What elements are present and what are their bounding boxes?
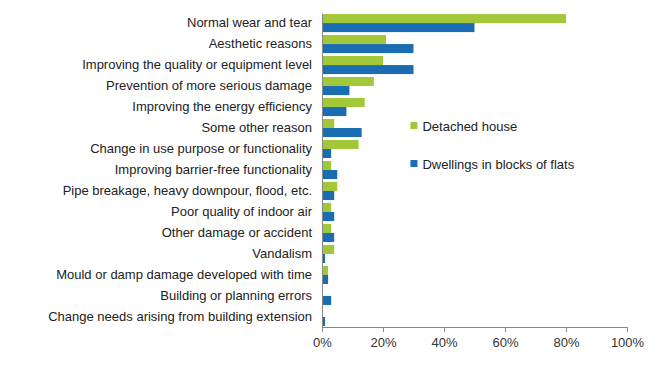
x-tick: 40% [431, 327, 457, 350]
y-tick-label: Other damage or accident [162, 225, 313, 240]
bar [322, 65, 414, 74]
y-tick: Change in use purpose or functionality [90, 141, 312, 156]
series [322, 14, 566, 275]
y-tick: Pipe breakage, heavy downpour, flood, et… [63, 183, 312, 198]
bar [322, 119, 334, 128]
x-axis: 0% 20% 40% 60% 80% 100% [313, 327, 644, 350]
bar [322, 296, 331, 305]
y-tick: Mould or damp damage developed with time [56, 267, 312, 282]
x-tick: 60% [492, 327, 518, 350]
bar [322, 56, 383, 65]
y-tick-label: Change needs arising from building exten… [48, 309, 312, 324]
x-tick-mark [444, 327, 445, 332]
y-tick: Other damage or accident [162, 225, 313, 240]
bar [322, 44, 414, 53]
y-axis-line [322, 14, 323, 328]
bar [322, 128, 362, 137]
y-tick-label: Aesthetic reasons [209, 36, 313, 51]
x-tick-label: 20% [370, 335, 396, 350]
y-tick: Prevention of more serious damage [106, 78, 312, 93]
plot-area: 0% 20% 40% 60% 80% 100% Normal wear and tear Ae… [48, 14, 644, 351]
x-tick-label: 100% [611, 335, 645, 350]
y-tick-label: Building or planning errors [160, 288, 312, 303]
y-tick: Improving the quality or equipment level [82, 57, 312, 72]
y-tick: Normal wear and tear [187, 15, 313, 30]
bar [322, 98, 365, 107]
y-tick: Improving barrier-free functionality [115, 162, 313, 177]
bar [322, 224, 331, 233]
bar [322, 182, 337, 191]
y-tick: Building or planning errors [160, 288, 312, 303]
bar [322, 14, 566, 23]
y-tick-label: Vandalism [252, 246, 312, 261]
bar [322, 212, 334, 221]
chart: 0% 20% 40% 60% 80% 100% Normal wear and tear Ae… [0, 0, 659, 373]
bar [322, 149, 331, 158]
y-tick: Vandalism [252, 246, 312, 261]
bar [322, 161, 331, 170]
y-tick: Improving the energy efficiency [132, 99, 312, 114]
x-tick: 20% [370, 327, 396, 350]
bar [322, 86, 349, 95]
y-tick-label: Normal wear and tear [187, 15, 313, 30]
x-tick-mark [566, 327, 567, 332]
x-tick-label: 80% [553, 335, 579, 350]
x-tick-mark [627, 327, 628, 332]
bar [322, 233, 334, 242]
legend-label: Detached house [422, 119, 517, 134]
legend-swatch [410, 122, 417, 129]
y-tick: Some other reason [201, 120, 312, 135]
legend-swatch [410, 160, 417, 167]
legend: Detached house Dwellings in blocks of fla… [410, 119, 574, 172]
legend-item: Dwellings in blocks of flats [410, 157, 574, 172]
bar [322, 170, 337, 179]
x-tick-label: 40% [431, 335, 457, 350]
bar [322, 23, 475, 32]
bar [322, 140, 359, 149]
legend-label: Dwellings in blocks of flats [422, 157, 574, 172]
y-tick-label: Some other reason [201, 120, 312, 135]
bar [322, 35, 386, 44]
bar [322, 77, 374, 86]
bar [322, 107, 346, 116]
x-tick-mark [383, 327, 384, 332]
y-tick-label: Prevention of more serious damage [106, 78, 312, 93]
y-axis: Normal wear and tear Aesthetic reasons Imp… [48, 14, 322, 328]
bar [322, 203, 331, 212]
y-tick-label: Improving barrier-free functionality [115, 162, 313, 177]
x-tick: 100% [611, 327, 645, 350]
bar [322, 191, 334, 200]
x-tick: 0% [313, 327, 332, 350]
y-tick-label: Poor quality of indoor air [171, 204, 313, 219]
x-tick-label: 0% [313, 335, 332, 350]
y-tick: Poor quality of indoor air [171, 204, 313, 219]
x-tick: 80% [553, 327, 579, 350]
x-axis-line [323, 328, 628, 333]
y-tick-label: Improving the quality or equipment level [82, 57, 312, 72]
y-tick-label: Change in use purpose or functionality [90, 141, 312, 156]
x-tick-mark [322, 327, 323, 332]
y-tick-label: Improving the energy efficiency [132, 99, 312, 114]
x-tick-label: 60% [492, 335, 518, 350]
bar [322, 245, 334, 254]
y-tick: Change needs arising from building exten… [48, 309, 312, 324]
y-tick-label: Mould or damp damage developed with time [56, 267, 312, 282]
legend-item: Detached house [410, 119, 517, 134]
series [322, 23, 475, 326]
y-tick: Aesthetic reasons [209, 36, 313, 51]
x-tick-mark [505, 327, 506, 332]
y-tick-label: Pipe breakage, heavy downpour, flood, et… [63, 183, 312, 198]
